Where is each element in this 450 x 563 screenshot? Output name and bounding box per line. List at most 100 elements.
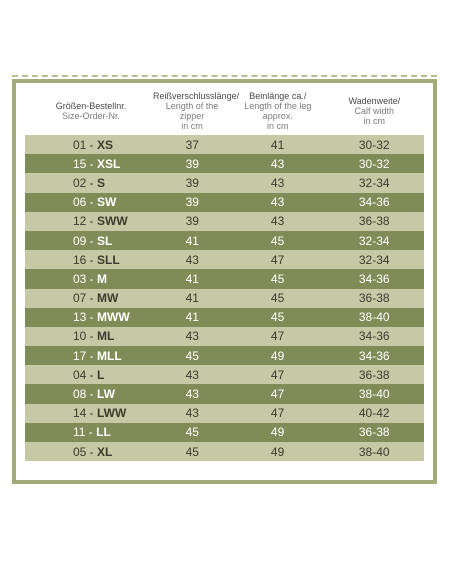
table-row: 02 - S 39 43 32-34 <box>25 173 424 193</box>
size-order-cell: 07 - MW <box>25 291 154 305</box>
calf-width-cell: 34-36 <box>358 271 390 286</box>
table-row: 11 - LL 45 49 36-38 <box>25 422 424 442</box>
table-row: 10 - ML 43 47 34-36 <box>25 326 424 347</box>
header-leg-de: Beinlänge ca./ <box>249 91 307 101</box>
order-number: 09 - <box>73 233 98 248</box>
size-order-cell: 10 - ML <box>25 329 154 343</box>
zipper-length-cell: 43 <box>185 329 199 344</box>
leg-length-cell: 47 <box>270 387 285 402</box>
order-number: 15 - <box>73 156 98 171</box>
header-calf-width: Wadenweite/ Calf width in cm <box>325 91 424 131</box>
header-zipper-en-line1: Length of the zipper <box>165 101 219 121</box>
order-number: 07 - <box>73 291 98 306</box>
order-number: 08 - <box>73 387 98 402</box>
calf-width-cell: 40-42 <box>358 406 390 421</box>
leg-length-cell: 47 <box>270 252 285 267</box>
zipper-length-cell: 41 <box>185 310 199 325</box>
leg-length-cell: 45 <box>270 310 285 325</box>
header-size-order: Größen-Bestellnr. Size-Order-Nr. <box>25 91 153 131</box>
size-code: LW <box>97 387 116 402</box>
size-chart-frame: Größen-Bestellnr. Size-Order-Nr. Reißver… <box>12 75 437 484</box>
calf-width-cell: 32-34 <box>358 175 390 190</box>
table-row: 08 - LW 43 47 38-40 <box>25 384 424 404</box>
header-calf-en-line1: Calf width <box>354 106 395 116</box>
size-order-cell: 15 - XSL <box>25 157 154 171</box>
calf-width-cell: 34-36 <box>358 195 390 210</box>
table-row: 15 - XSL 39 43 30-32 <box>25 154 424 174</box>
size-order-cell: 11 - LL <box>25 425 154 439</box>
zipper-length-cell: 45 <box>185 425 199 440</box>
size-code: L <box>97 367 105 382</box>
size-order-cell: 16 - SLL <box>25 253 154 267</box>
leg-length-cell: 45 <box>270 233 285 248</box>
calf-width-cell: 32-34 <box>358 252 390 267</box>
size-code: ML <box>97 329 115 344</box>
size-chart-header: Größen-Bestellnr. Size-Order-Nr. Reißver… <box>25 91 424 131</box>
leg-length-cell: 43 <box>270 214 285 229</box>
table-row: 16 - SLL 43 47 32-34 <box>25 250 424 270</box>
calf-width-cell: 36-38 <box>358 367 390 382</box>
header-leg-en-line2: in cm <box>267 121 289 131</box>
size-code: XSL <box>97 156 121 171</box>
table-row: 17 - MLL 45 49 34-36 <box>25 346 424 366</box>
size-code: XS <box>97 137 114 152</box>
size-code: MW <box>97 291 119 306</box>
order-number: 11 - <box>73 425 97 440</box>
zipper-length-cell: 43 <box>185 406 199 421</box>
table-row: 06 - SW 39 43 34-36 <box>25 192 424 212</box>
zipper-length-cell: 41 <box>185 291 199 306</box>
order-number: 13 - <box>73 310 98 325</box>
size-order-cell: 14 - LWW <box>25 406 154 420</box>
leg-length-cell: 43 <box>270 195 285 210</box>
size-order-cell: 04 - L <box>25 368 154 382</box>
table-row: 05 - XL 45 49 38-40 <box>25 442 424 462</box>
zipper-length-cell: 39 <box>185 175 199 190</box>
calf-width-cell: 38-40 <box>358 444 390 459</box>
calf-width-cell: 30-32 <box>358 156 390 171</box>
table-row: 09 - SL 41 45 32-34 <box>25 230 424 251</box>
calf-width-cell: 32-34 <box>358 233 390 248</box>
table-row: 14 - LWW 43 47 40-42 <box>25 403 424 423</box>
size-code: SWW <box>97 214 128 229</box>
calf-width-cell: 36-38 <box>358 214 390 229</box>
header-zipper-de: Reißverschlusslänge/ <box>153 91 240 101</box>
size-code: M <box>97 271 108 286</box>
order-number: 04 - <box>73 367 98 382</box>
zipper-length-cell: 43 <box>185 252 199 267</box>
header-zipper-length: Reißverschlusslänge/ Length of the zippe… <box>153 91 240 131</box>
size-code: S <box>97 175 106 190</box>
leg-length-cell: 49 <box>270 425 285 440</box>
order-number: 02 - <box>73 175 98 190</box>
table-row: 03 - M 41 45 34-36 <box>25 269 424 289</box>
leg-length-cell: 45 <box>270 271 285 286</box>
table-row: 04 - L 43 47 36-38 <box>25 365 424 385</box>
size-code: SLL <box>97 252 120 267</box>
leg-length-cell: 43 <box>270 175 285 190</box>
leg-length-cell: 41 <box>270 137 285 152</box>
leg-length-cell: 47 <box>270 329 285 344</box>
size-code: LWW <box>97 406 127 421</box>
header-leg-en-line1: Length of the leg approx. <box>244 101 312 121</box>
leg-length-cell: 47 <box>270 406 285 421</box>
size-order-cell: 12 - SWW <box>25 214 154 228</box>
size-order-cell: 03 - M <box>25 272 154 286</box>
calf-width-cell: 38-40 <box>358 310 390 325</box>
size-code: XL <box>97 444 113 459</box>
header-zipper-en-line2: in cm <box>181 121 203 131</box>
size-code: LL <box>96 425 111 440</box>
header-leg-length: Beinlänge ca./ Length of the leg approx.… <box>231 91 325 131</box>
leg-length-cell: 47 <box>270 367 285 382</box>
leg-length-cell: 43 <box>270 156 285 171</box>
calf-width-cell: 36-38 <box>358 425 390 440</box>
order-number: 17 - <box>73 348 98 363</box>
order-number: 12 - <box>73 214 98 229</box>
leg-length-cell: 45 <box>270 291 285 306</box>
order-number: 01 - <box>73 137 98 152</box>
header-calf-en-line2: in cm <box>363 116 386 126</box>
zipper-length-cell: 39 <box>185 156 199 171</box>
zipper-length-cell: 45 <box>185 348 199 363</box>
leg-length-cell: 49 <box>270 348 285 363</box>
header-size-order-en: Size-Order-Nr. <box>62 111 121 121</box>
table-row: 13 - MWW 41 45 38-40 <box>25 307 424 327</box>
size-order-cell: 02 - S <box>25 176 154 190</box>
